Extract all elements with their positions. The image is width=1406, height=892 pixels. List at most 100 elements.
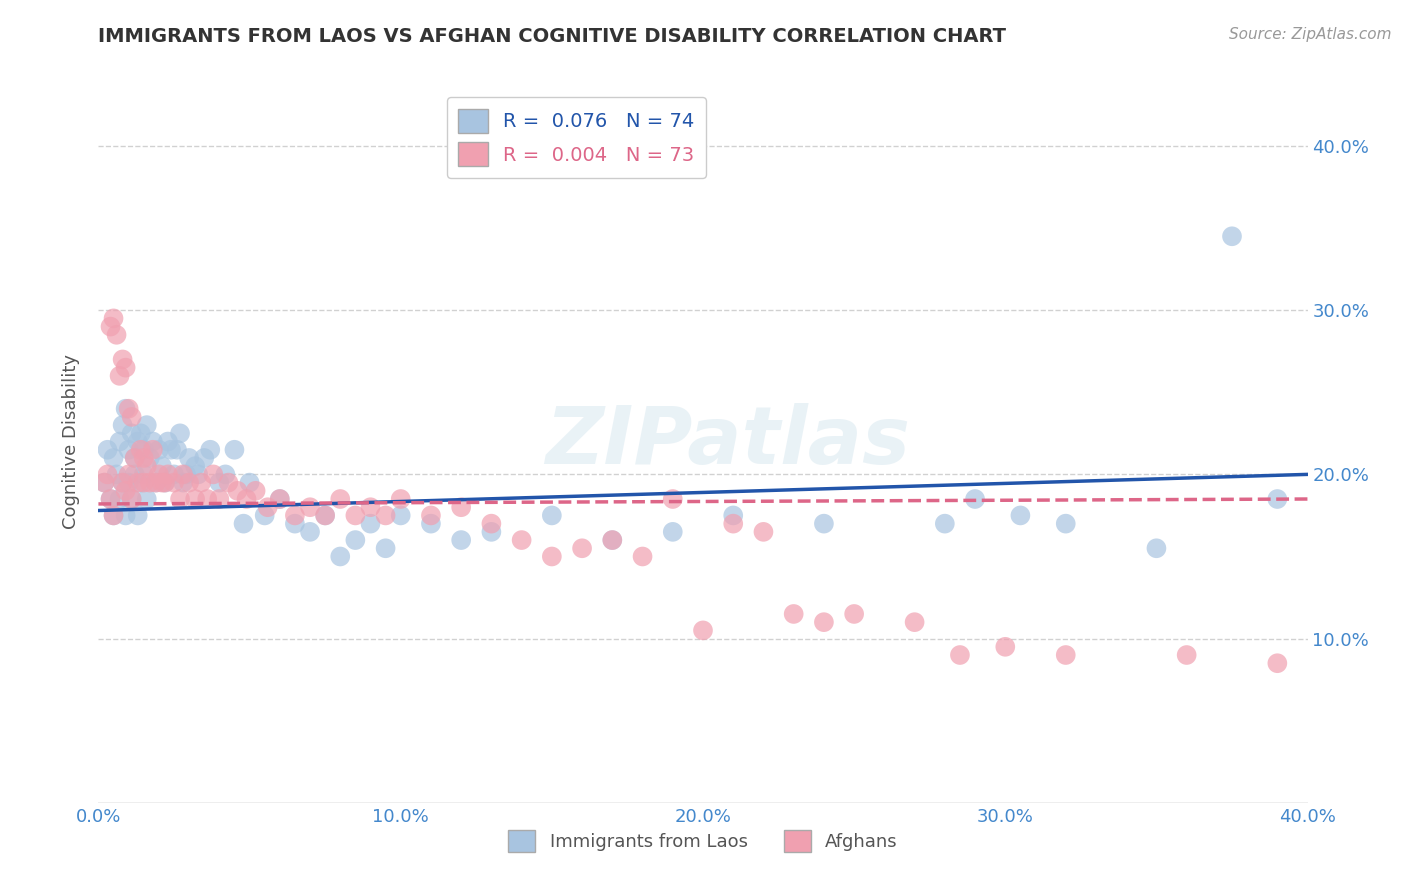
Point [121, 426, 143, 441]
Point [108, 368, 131, 383]
Point [661, 524, 683, 539]
Point [163, 467, 186, 482]
Point [193, 450, 215, 465]
Point [93, 475, 115, 490]
Point [1010, 508, 1032, 523]
Point [127, 475, 149, 490]
Point [1267, 657, 1289, 671]
Point [127, 508, 149, 523]
Point [129, 442, 152, 457]
Point [195, 491, 218, 506]
Point [114, 483, 136, 498]
Point [783, 607, 806, 621]
Point [114, 360, 136, 375]
Point [208, 491, 231, 506]
Point [108, 434, 131, 449]
Point [127, 434, 149, 449]
Point [103, 450, 125, 465]
Point [132, 467, 155, 482]
Point [93, 475, 115, 490]
Point [105, 327, 128, 342]
Point [752, 524, 775, 539]
Point [132, 475, 155, 490]
Text: IMMIGRANTS FROM LAOS VS AFGHAN COGNITIVE DISABILITY CORRELATION CHART: IMMIGRANTS FROM LAOS VS AFGHAN COGNITIVE… [98, 27, 1007, 45]
Point [994, 640, 1017, 654]
Point [226, 483, 249, 498]
Point [124, 450, 146, 465]
Point [420, 516, 443, 531]
Point [118, 467, 141, 482]
Point [160, 442, 183, 457]
Legend: Immigrants from Laos, Afghans: Immigrants from Laos, Afghans [501, 822, 905, 859]
Point [389, 491, 412, 506]
Point [129, 475, 152, 490]
Text: Source: ZipAtlas.com: Source: ZipAtlas.com [1229, 27, 1392, 42]
Point [163, 475, 186, 490]
Point [156, 467, 179, 482]
Point [510, 533, 533, 547]
Point [172, 467, 194, 482]
Point [124, 467, 146, 482]
Point [631, 549, 654, 564]
Point [239, 475, 262, 490]
Point [145, 475, 167, 490]
Point [135, 459, 157, 474]
Point [389, 508, 412, 523]
Point [450, 500, 472, 515]
Point [174, 467, 197, 482]
Point [121, 409, 143, 424]
Point [723, 508, 745, 523]
Point [217, 475, 239, 490]
Point [121, 491, 143, 506]
Point [103, 311, 125, 326]
Point [114, 401, 136, 416]
Point [111, 352, 134, 367]
Point [360, 500, 382, 515]
Point [142, 442, 165, 457]
Point [256, 500, 278, 515]
Point [148, 467, 170, 482]
Point [299, 524, 322, 539]
Point [253, 508, 276, 523]
Point [184, 459, 207, 474]
Point [344, 508, 367, 523]
Point [139, 450, 162, 465]
Point [329, 549, 352, 564]
Point [232, 516, 254, 531]
Point [139, 475, 162, 490]
Point [692, 624, 714, 638]
Point [1054, 648, 1077, 662]
Point [96, 467, 118, 482]
Point [329, 491, 352, 506]
Point [1144, 541, 1167, 556]
Point [148, 442, 170, 457]
Point [124, 450, 146, 465]
Point [1220, 229, 1243, 244]
Point [284, 516, 307, 531]
Point [420, 508, 443, 523]
Point [135, 418, 157, 433]
Point [184, 491, 207, 506]
Point [571, 541, 593, 556]
Point [179, 450, 201, 465]
Point [245, 483, 267, 498]
Point [602, 533, 624, 547]
Point [153, 475, 176, 490]
Point [129, 426, 152, 441]
Point [121, 491, 143, 506]
Point [723, 516, 745, 531]
Point [214, 467, 236, 482]
Point [813, 615, 835, 630]
Point [105, 467, 128, 482]
Point [269, 491, 291, 506]
Point [132, 450, 155, 465]
Point [235, 491, 257, 506]
Point [103, 508, 125, 523]
Point [1054, 516, 1077, 531]
Point [190, 475, 212, 490]
Point [481, 516, 503, 531]
Y-axis label: Cognitive Disability: Cognitive Disability [62, 354, 80, 529]
Point [481, 524, 503, 539]
Point [360, 516, 382, 531]
Point [602, 533, 624, 547]
